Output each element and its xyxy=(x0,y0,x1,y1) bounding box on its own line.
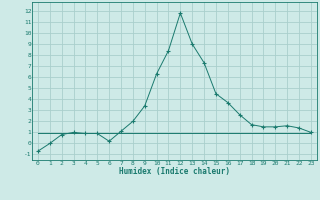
X-axis label: Humidex (Indice chaleur): Humidex (Indice chaleur) xyxy=(119,167,230,176)
